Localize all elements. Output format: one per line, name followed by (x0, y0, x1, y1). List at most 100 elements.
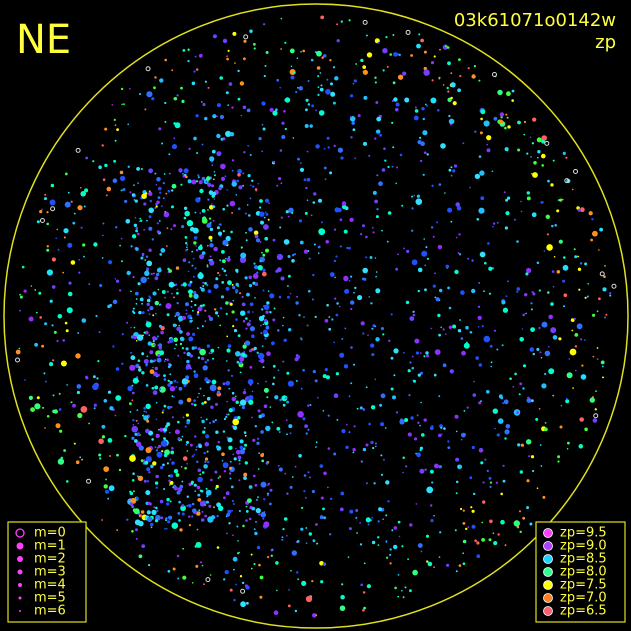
star (30, 285, 33, 287)
star (325, 240, 329, 244)
star (192, 309, 194, 312)
star (211, 191, 217, 196)
star (472, 393, 476, 397)
star (473, 65, 476, 68)
star (161, 142, 164, 145)
star (38, 291, 42, 295)
star (319, 72, 322, 74)
star (356, 407, 359, 410)
star (254, 297, 256, 299)
star (284, 98, 288, 102)
star (315, 523, 318, 526)
star (198, 444, 202, 449)
star (162, 409, 165, 412)
star (185, 444, 188, 446)
star (393, 526, 398, 530)
star (209, 317, 213, 321)
star (239, 356, 245, 362)
star (44, 322, 48, 326)
star (352, 448, 356, 452)
star (420, 38, 424, 43)
star (202, 304, 205, 307)
star (57, 248, 60, 251)
star (374, 257, 377, 259)
star (366, 52, 373, 58)
star (288, 588, 290, 591)
star (442, 84, 445, 86)
star (526, 196, 531, 201)
star (245, 505, 248, 508)
star (413, 115, 419, 121)
star (439, 288, 443, 293)
star (198, 197, 201, 200)
star (138, 554, 143, 559)
star (219, 324, 222, 327)
star (462, 142, 465, 145)
star (316, 50, 322, 57)
star (304, 212, 308, 215)
star (213, 198, 216, 200)
star (214, 174, 216, 177)
star (159, 78, 164, 83)
star (530, 455, 535, 459)
star (573, 317, 576, 320)
star (136, 167, 141, 171)
star (430, 469, 434, 474)
star (44, 380, 47, 383)
star (324, 319, 329, 323)
star (385, 480, 390, 485)
star (182, 416, 185, 419)
star (145, 384, 149, 387)
star (236, 270, 239, 273)
star (227, 509, 232, 514)
star (231, 169, 234, 172)
star (397, 253, 399, 256)
star (221, 267, 224, 270)
star-ring (564, 178, 570, 184)
star (326, 303, 329, 307)
star (426, 257, 429, 260)
star (302, 49, 306, 53)
star (565, 399, 570, 404)
star (93, 242, 98, 247)
star (280, 276, 285, 281)
star (541, 164, 544, 167)
star (237, 416, 241, 420)
star (136, 232, 140, 236)
star (148, 215, 152, 219)
star (217, 440, 220, 444)
star (305, 186, 308, 190)
star (362, 591, 366, 594)
star (141, 352, 145, 356)
star (374, 76, 377, 79)
star (254, 531, 258, 536)
star (433, 515, 435, 517)
star (350, 136, 353, 139)
star (307, 80, 310, 82)
star (448, 168, 452, 172)
star (266, 351, 271, 357)
star (537, 156, 539, 159)
star (438, 333, 441, 337)
star (386, 65, 389, 68)
star (363, 95, 368, 100)
zp-label: zp=7.0 (560, 591, 607, 606)
star (171, 205, 174, 209)
star (155, 506, 158, 510)
star (158, 127, 162, 131)
star (183, 206, 188, 210)
star (170, 450, 174, 455)
star (292, 71, 296, 74)
star (221, 295, 224, 299)
star (333, 341, 336, 344)
star (544, 372, 547, 376)
star (362, 65, 367, 69)
star (258, 563, 261, 567)
star (192, 257, 195, 260)
star (475, 356, 480, 360)
star (120, 189, 123, 192)
star (263, 521, 270, 528)
star (305, 595, 313, 603)
star (420, 401, 422, 404)
